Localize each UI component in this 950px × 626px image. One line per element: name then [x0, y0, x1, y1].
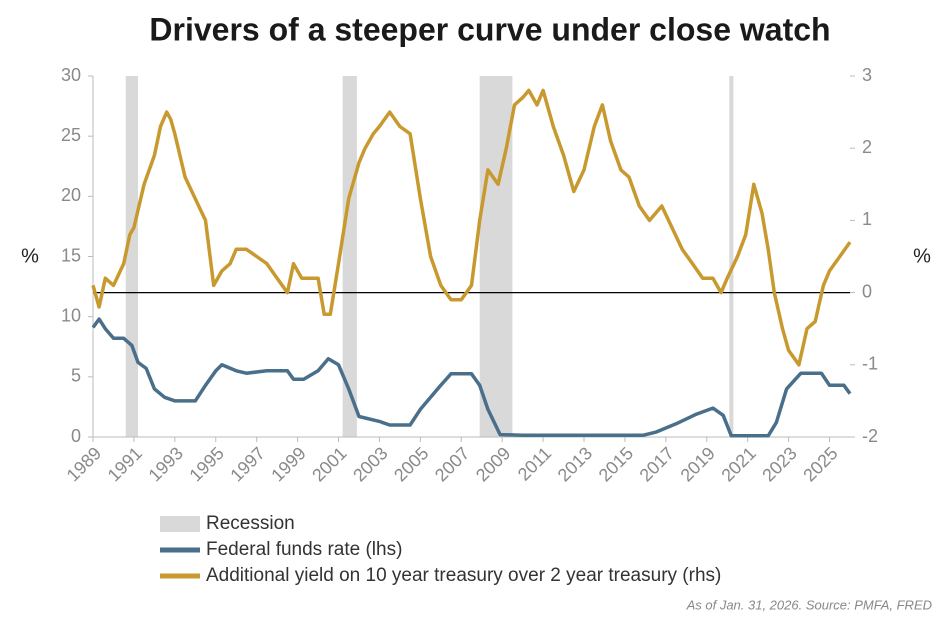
- x-tick-label: 1993: [145, 443, 187, 485]
- x-tick-label: 2013: [554, 443, 596, 485]
- x-tick-label: 1999: [267, 443, 309, 485]
- y-tick-label: 0: [71, 426, 81, 446]
- x-tick-label: 2017: [636, 443, 678, 485]
- y-tick-label: 25: [61, 125, 81, 145]
- x-tick-label: 1995: [185, 443, 227, 485]
- data-line: [91, 88, 852, 367]
- x-tick-label: 2003: [349, 443, 391, 485]
- legend-swatch: [160, 516, 200, 532]
- y2-tick-label: 3: [862, 65, 872, 85]
- y2-tick-label: 2: [862, 137, 872, 157]
- x-tick-label: 2009: [472, 443, 514, 485]
- x-tick-label: 1997: [226, 443, 268, 485]
- y-tick-label: 15: [61, 245, 81, 265]
- x-tick-label: 2001: [308, 443, 350, 485]
- chart-title: Drivers of a steeper curve under close w…: [149, 11, 830, 47]
- x-tick-label: 2005: [390, 443, 432, 485]
- x-tick-label: 1991: [104, 443, 146, 485]
- y-tick-label: 20: [61, 185, 81, 205]
- x-tick-label: 2007: [431, 443, 473, 485]
- legend-label: Federal funds rate (lhs): [206, 539, 402, 560]
- y-tick-label: 30: [61, 65, 81, 85]
- x-tick-label: 2025: [799, 443, 841, 485]
- recession-band: [729, 76, 734, 437]
- y2-axis-label: %: [913, 245, 931, 267]
- x-tick-label: 2015: [595, 443, 637, 485]
- recession-band: [342, 76, 357, 437]
- x-tick-label: 2023: [758, 443, 800, 485]
- x-tick-label: 1989: [63, 443, 105, 485]
- y-tick-label: 5: [71, 366, 81, 386]
- recession-band: [479, 76, 513, 437]
- recession-band: [125, 76, 139, 437]
- x-tick-label: 2019: [677, 443, 719, 485]
- legend-label: Additional yield on 10 year treasury ove…: [206, 565, 721, 586]
- y-tick-label: 10: [61, 305, 81, 325]
- y2-tick-label: -2: [862, 426, 878, 446]
- data-line: [91, 317, 852, 438]
- source-note: As of Jan. 31, 2026. Source: PMFA, FRED: [686, 597, 932, 612]
- x-tick-label: 2011: [514, 443, 556, 485]
- y-axis-label: %: [21, 245, 39, 267]
- y2-tick-label: 1: [862, 209, 872, 229]
- legend-label: Recession: [206, 513, 295, 534]
- y2-tick-label: -1: [862, 354, 878, 374]
- x-tick-label: 2021: [717, 443, 759, 485]
- y2-tick-label: 0: [862, 281, 872, 301]
